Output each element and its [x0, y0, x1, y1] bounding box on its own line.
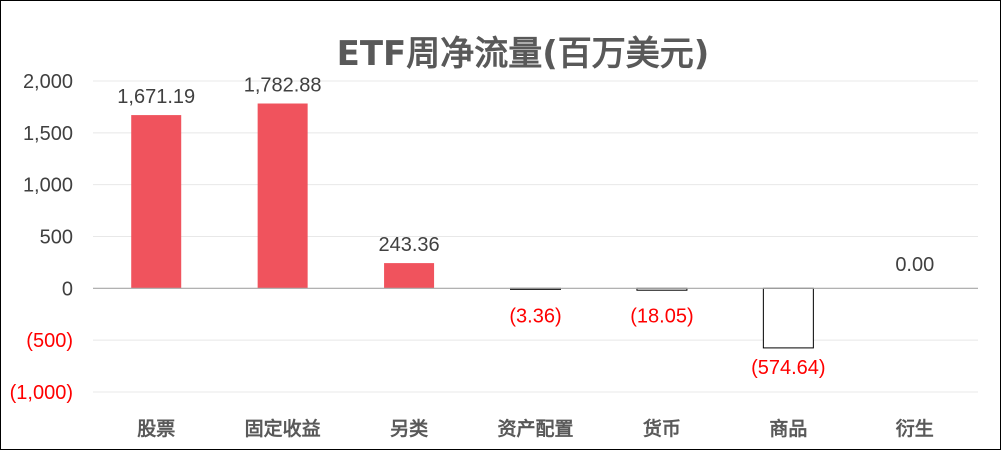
- data-label: 243.36: [378, 234, 439, 256]
- data-label: 1,782.88: [244, 75, 322, 97]
- y-tick-label: (1,000): [10, 382, 73, 404]
- gridlines: [93, 80, 978, 393]
- y-tick-label: 1,000: [23, 175, 73, 197]
- bar: [131, 115, 182, 289]
- y-tick-label: 2,000: [23, 71, 73, 93]
- y-tick-label: 0: [62, 278, 73, 300]
- y-tick-label: 1,500: [23, 123, 73, 145]
- data-label: (3.36): [509, 305, 561, 327]
- y-axis-tick-labels: 2,000 1,500 1,000 500 0 (500) (1,000): [10, 71, 73, 404]
- data-label: (574.64): [751, 357, 826, 379]
- bar: [762, 287, 814, 349]
- x-tick-label: 货币: [643, 417, 681, 440]
- x-tick-label: 固定收益: [245, 417, 321, 440]
- data-label: (18.05): [630, 305, 693, 327]
- y-tick-label: (500): [26, 330, 73, 352]
- x-tick-label: 衍生: [895, 417, 934, 440]
- x-tick-label: 商品: [769, 417, 807, 440]
- x-tick-label: 另类: [390, 417, 428, 440]
- x-tick-label: 资产配置: [497, 417, 573, 440]
- bar: [384, 263, 435, 289]
- data-label: 0.00: [895, 254, 934, 276]
- bars: [131, 103, 814, 349]
- x-axis-category-labels: 股票 固定收益 另类 资产配置 货币 商品 衍生: [137, 417, 934, 440]
- y-tick-label: 500: [40, 227, 73, 249]
- data-labels: 1,671.19 1,782.88 243.36 (3.36) (18.05) (574.…: [117, 75, 934, 379]
- chart-title: ETF周净流量(百万美元): [337, 34, 710, 74]
- bar: [257, 103, 308, 289]
- data-label: 1,671.19: [117, 86, 195, 108]
- x-tick-label: 股票: [137, 418, 175, 440]
